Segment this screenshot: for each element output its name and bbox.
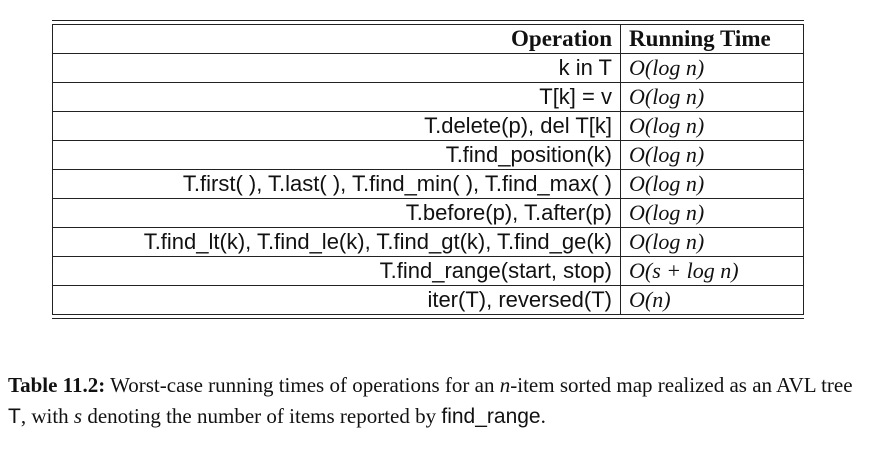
- caption-text: , with: [20, 404, 74, 428]
- caption-text: -item sorted map realized as an AVL tree: [510, 373, 853, 397]
- caption-var-s: s: [73, 404, 83, 428]
- table-row: T.find_lt(k), T.find_le(k), T.find_gt(k)…: [52, 227, 804, 257]
- table-row: T.before(p), T.after(p) O(log n): [52, 198, 804, 228]
- header-running-time: Running Time: [620, 24, 804, 54]
- running-time-cell: O(log n): [620, 53, 804, 83]
- caption-text: .: [540, 404, 546, 428]
- running-time-cell: O(log n): [620, 82, 804, 112]
- operation-cell: T.find_position(k): [52, 140, 621, 170]
- running-time-cell: O(n): [620, 285, 804, 315]
- operation-cell: T.find_range(start, stop): [52, 256, 621, 286]
- table-header-row: Operation Running Time: [52, 24, 804, 54]
- table-row: T.find_range(start, stop) O(s + log n): [52, 256, 804, 286]
- running-time-cell: O(log n): [620, 198, 804, 228]
- running-time-cell: O(log n): [620, 111, 804, 141]
- running-time-cell: O(log n): [620, 140, 804, 170]
- running-time-cell: O(log n): [620, 169, 804, 199]
- caption-text: Worst-case running times of operations f…: [110, 373, 500, 397]
- caption-text: denoting the number of items reported by: [82, 404, 442, 428]
- operation-cell: T.delete(p), del T[k]: [52, 111, 621, 141]
- running-time-cell: O(log n): [620, 227, 804, 257]
- operation-cell: T[k] = v: [52, 82, 621, 112]
- operation-cell: k in T: [52, 53, 621, 83]
- table-row: T.find_position(k) O(log n): [52, 140, 804, 170]
- table-row: T.delete(p), del T[k] O(log n): [52, 111, 804, 141]
- operation-cell: iter(T), reversed(T): [52, 285, 621, 315]
- operations-table: Operation Running Time k in T O(log n) T…: [52, 24, 804, 315]
- table-row: T[k] = v O(log n): [52, 82, 804, 112]
- caption-label: Table 11.2:: [8, 373, 106, 397]
- table-row: iter(T), reversed(T) O(n): [52, 285, 804, 315]
- operations-table-frame: Operation Running Time k in T O(log n) T…: [52, 20, 804, 319]
- operation-cell: T.first( ), T.last( ), T.find_min( ), T.…: [52, 169, 621, 199]
- table-caption: Table 11.2: Worst-case running times of …: [8, 370, 858, 432]
- caption-var-n: n: [499, 373, 511, 397]
- caption-method-name: find_range: [441, 405, 541, 428]
- header-operation: Operation: [52, 24, 621, 54]
- table-row: k in T O(log n): [52, 53, 804, 83]
- running-time-cell: O(s + log n): [620, 256, 804, 286]
- caption-tree-name: T: [8, 405, 21, 428]
- operation-cell: T.before(p), T.after(p): [52, 198, 621, 228]
- operation-cell: T.find_lt(k), T.find_le(k), T.find_gt(k)…: [52, 227, 621, 257]
- table-row: T.first( ), T.last( ), T.find_min( ), T.…: [52, 169, 804, 199]
